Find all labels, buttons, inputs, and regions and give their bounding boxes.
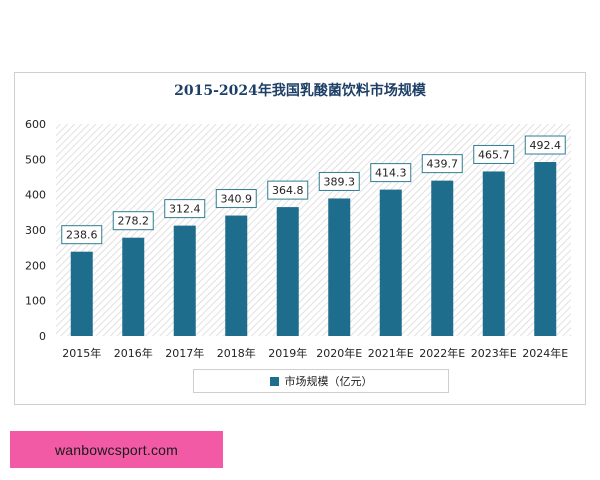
y-tick-label: 600 bbox=[25, 118, 46, 131]
data-label: 465.7 bbox=[478, 148, 510, 161]
x-tick-label: 2015年 bbox=[62, 346, 101, 360]
data-label-box bbox=[164, 199, 206, 219]
x-tick-label: 2018年 bbox=[217, 346, 256, 360]
data-label-box bbox=[267, 180, 309, 200]
data-label: 364.8 bbox=[272, 184, 304, 197]
y-tick-label: 500 bbox=[25, 153, 46, 166]
y-tick-label: 0 bbox=[39, 330, 46, 343]
data-label-box bbox=[524, 135, 566, 155]
bar bbox=[225, 215, 248, 336]
chart-title: 2015-2024年我国乳酸菌饮料市场规模 bbox=[174, 83, 426, 99]
x-tick-label: 2022年E bbox=[419, 346, 465, 360]
data-label-box bbox=[61, 225, 103, 245]
data-label: 439.7 bbox=[427, 158, 459, 171]
x-tick-label: 2019年 bbox=[268, 346, 307, 360]
data-label: 340.9 bbox=[221, 193, 253, 206]
data-label: 389.3 bbox=[324, 175, 356, 188]
x-tick-label: 2024年E bbox=[522, 346, 568, 360]
y-tick-label: 100 bbox=[25, 295, 46, 308]
y-tick-label: 200 bbox=[25, 259, 46, 272]
data-label-box bbox=[421, 154, 463, 174]
data-label-box bbox=[215, 189, 257, 209]
bar bbox=[122, 237, 145, 336]
x-tick-label: 2017年 bbox=[165, 346, 204, 360]
x-tick-label: 2021年E bbox=[368, 346, 414, 360]
bar bbox=[431, 180, 454, 336]
data-label: 492.4 bbox=[530, 139, 562, 152]
x-tick-label: 2023年E bbox=[471, 346, 517, 360]
data-label: 238.6 bbox=[66, 229, 98, 242]
data-label-box bbox=[112, 211, 154, 231]
bar bbox=[276, 207, 299, 336]
data-label: 278.2 bbox=[118, 215, 150, 228]
bar bbox=[70, 251, 93, 336]
data-label: 414.3 bbox=[375, 167, 407, 180]
bar bbox=[173, 225, 196, 336]
legend-swatch bbox=[269, 376, 279, 386]
legend: 市场规模（亿元） bbox=[193, 369, 449, 393]
bar bbox=[379, 189, 402, 336]
data-label-box bbox=[370, 163, 412, 183]
bar bbox=[482, 171, 505, 336]
data-label-box bbox=[318, 171, 360, 191]
data-label: 312.4 bbox=[169, 203, 201, 216]
watermark-text: wanbowcsport.com bbox=[54, 441, 179, 458]
watermark-banner: wanbowcsport.com bbox=[10, 431, 223, 468]
y-tick-label: 300 bbox=[25, 224, 46, 237]
x-tick-label: 2016年 bbox=[114, 346, 153, 360]
x-tick-label: 2020年E bbox=[316, 346, 362, 360]
bar bbox=[328, 198, 351, 336]
bar bbox=[534, 162, 557, 336]
data-label-box bbox=[473, 144, 515, 164]
legend-label: 市场规模（亿元） bbox=[284, 375, 373, 388]
y-tick-label: 400 bbox=[25, 189, 46, 202]
